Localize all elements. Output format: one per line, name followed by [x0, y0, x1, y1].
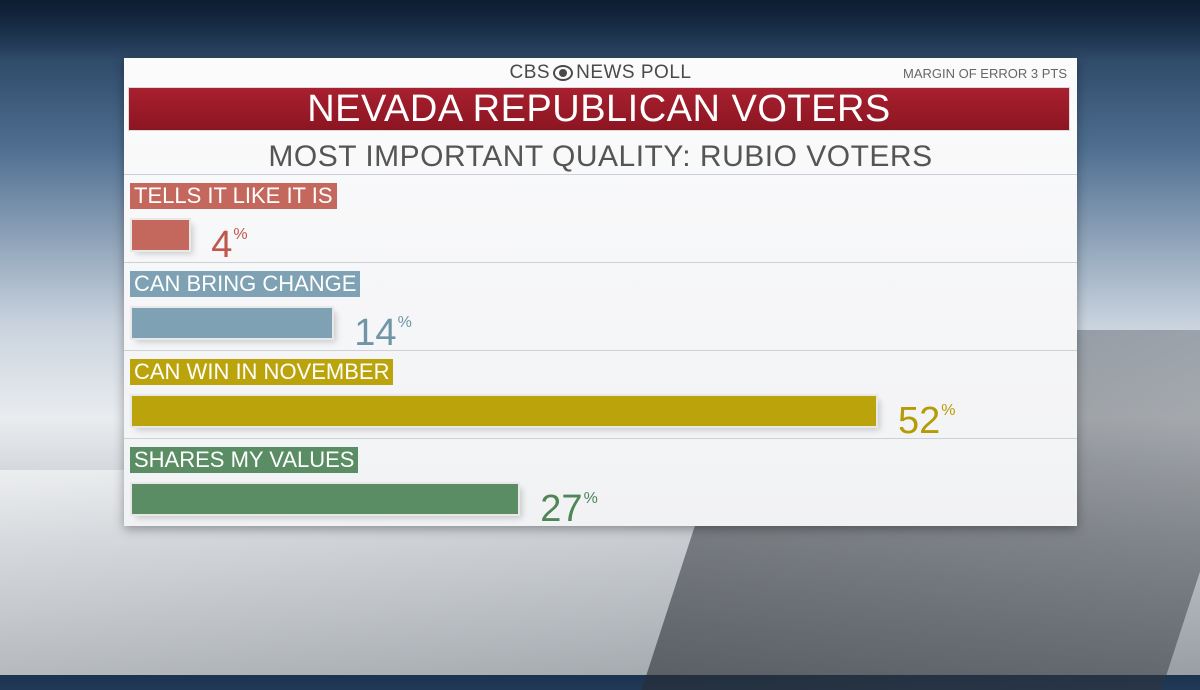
chart-title: NEVADA REPUBLICAN VOTERS	[129, 88, 1069, 130]
category-label: CAN BRING CHANGE	[130, 271, 361, 297]
category-label: SHARES MY VALUES	[130, 447, 359, 473]
bar	[132, 220, 190, 250]
value-label: 4%	[211, 215, 247, 265]
margin-of-error: MARGIN OF ERROR 3 PTS	[903, 66, 1067, 81]
percent-sign: %	[941, 402, 956, 419]
value-number: 52	[898, 400, 941, 442]
bar-row: CAN BRING CHANGE 14%	[124, 262, 1077, 353]
bar-row: TELLS IT LIKE IT IS 4%	[124, 174, 1077, 265]
category-label: CAN WIN IN NOVEMBER	[130, 359, 394, 385]
bar-row: SHARES MY VALUES 27%	[124, 438, 1077, 529]
percent-sign: %	[583, 490, 598, 507]
percent-sign: %	[233, 226, 248, 243]
value-number: 27	[540, 488, 583, 530]
percent-sign: %	[397, 314, 412, 331]
brand-logo: CBS NEWS POLL	[124, 62, 1077, 84]
brand-news-poll: NEWS POLL	[576, 62, 692, 83]
value-label: 27%	[540, 479, 598, 529]
category-label: TELLS IT LIKE IT IS	[130, 183, 337, 209]
brand-cbs: CBS	[509, 62, 551, 83]
bar	[132, 484, 519, 514]
value-number: 14	[354, 312, 397, 354]
cbs-eye-icon	[553, 65, 574, 81]
background-top-shade	[0, 0, 1200, 60]
value-number: 4	[211, 224, 233, 266]
chart-subtitle: MOST IMPORTANT QUALITY: RUBIO VOTERS	[268, 140, 933, 173]
value-label: 52%	[898, 391, 956, 441]
poll-panel: CBS NEWS POLL MARGIN OF ERROR 3 PTS NEVAD…	[124, 58, 1077, 529]
bar	[132, 308, 333, 338]
bar	[132, 396, 876, 426]
value-label: 14%	[354, 303, 412, 353]
bar-row: CAN WIN IN NOVEMBER 52%	[124, 350, 1077, 441]
